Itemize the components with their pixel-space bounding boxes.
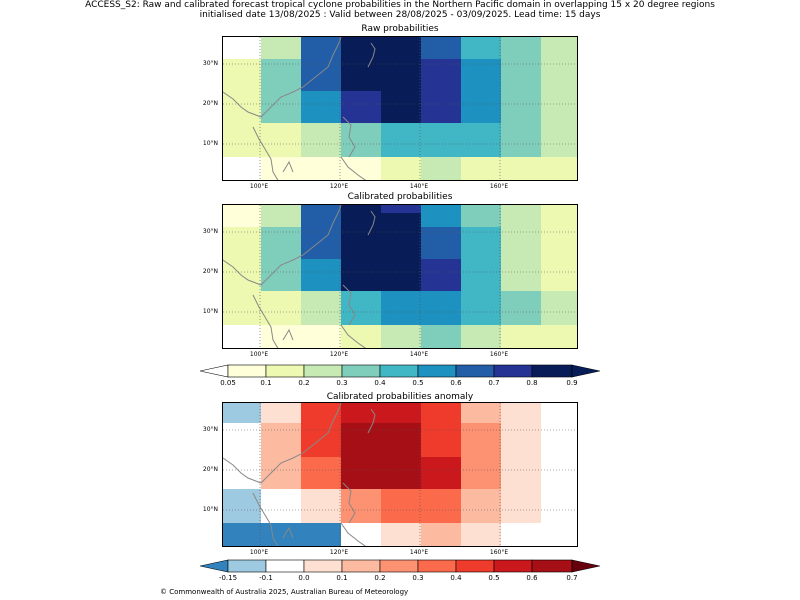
lat-label-20n: 20°N — [202, 466, 218, 473]
lat-label-30n: 30°N — [202, 426, 218, 433]
lat-label-10n: 10°N — [202, 506, 218, 513]
anom-tick-2: 0.0 — [298, 574, 310, 582]
lon-label-160e: 160°E — [489, 351, 509, 358]
lat-label-30n: 30°N — [202, 60, 218, 67]
anom-tick-5: 0.3 — [412, 574, 424, 582]
prob-tick-7: 0.7 — [488, 379, 500, 387]
lon-label-140e: 140°E — [409, 549, 429, 556]
anomaly-panel-title: Calibrated probabilities anomaly — [326, 392, 474, 402]
lon-label-140e: 140°E — [409, 351, 429, 358]
anom-tick-6: 0.4 — [450, 574, 462, 582]
anom-tick-0: -0.15 — [218, 574, 238, 582]
anom-tick-4: 0.2 — [374, 574, 386, 582]
raw-probability-map — [222, 36, 578, 181]
lat-label-20n: 20°N — [202, 100, 218, 107]
prob-tick-8: 0.8 — [526, 379, 538, 387]
anom-tick-7: 0.5 — [488, 574, 500, 582]
lat-label-10n: 10°N — [202, 140, 218, 147]
anom-tick-3: 0.1 — [336, 574, 348, 582]
prob-tick-3: 0.3 — [336, 379, 348, 387]
anom-tick-1: -0.1 — [259, 574, 273, 582]
lat-label-30n: 30°N — [202, 228, 218, 235]
probability-colorbar — [199, 363, 601, 378]
prob-tick-9: 0.9 — [566, 379, 578, 387]
lon-label-140e: 140°E — [409, 183, 429, 190]
prob-tick-4: 0.4 — [374, 379, 386, 387]
anomaly-map — [222, 402, 578, 547]
anomaly-colorbar — [199, 558, 601, 573]
raw-panel-title: Raw probabilities — [361, 24, 439, 34]
lon-label-100e: 100°E — [249, 549, 269, 556]
anom-tick-9: 0.7 — [566, 574, 578, 582]
calibrated-probability-map — [222, 204, 578, 349]
lon-label-120e: 120°E — [329, 183, 349, 190]
lon-label-120e: 120°E — [329, 351, 349, 358]
prob-tick-0: 0.05 — [220, 379, 236, 387]
lat-label-20n: 20°N — [202, 268, 218, 275]
lon-label-160e: 160°E — [489, 549, 509, 556]
calibrated-panel-title: Calibrated probabilities — [347, 192, 453, 202]
prob-tick-5: 0.5 — [412, 379, 424, 387]
lon-label-160e: 160°E — [489, 183, 509, 190]
figure-title-line1: ACCESS_S2: Raw and calibrated forecast t… — [85, 0, 715, 10]
prob-tick-2: 0.2 — [298, 379, 310, 387]
prob-tick-1: 0.1 — [260, 379, 272, 387]
lat-label-10n: 10°N — [202, 308, 218, 315]
lon-label-100e: 100°E — [249, 351, 269, 358]
lon-label-100e: 100°E — [249, 183, 269, 190]
figure-title-line2: initialised date 13/08/2025 : Valid betw… — [199, 10, 601, 20]
anom-tick-8: 0.6 — [526, 574, 538, 582]
copyright-footer: © Commonwealth of Australia 2025, Austra… — [160, 588, 409, 596]
prob-tick-6: 0.6 — [450, 379, 462, 387]
lon-label-120e: 120°E — [329, 549, 349, 556]
